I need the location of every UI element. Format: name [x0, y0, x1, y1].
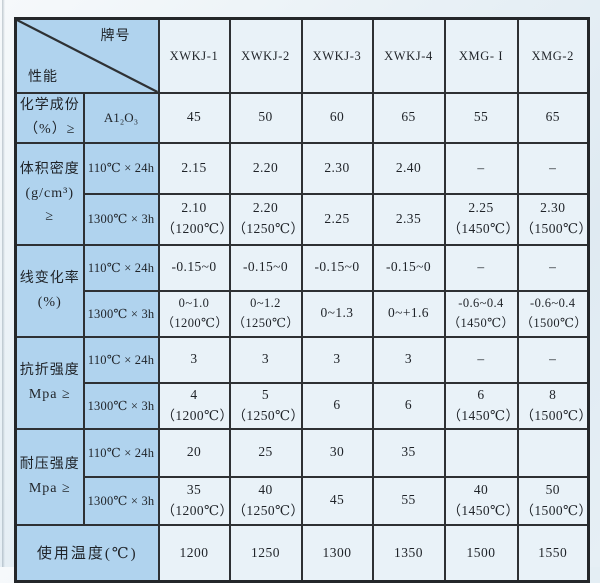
value-cell: 40 （1250℃） — [228, 475, 303, 526]
value-cell: – — [516, 141, 590, 195]
condition-label-1300c: 1300℃ × 3h — [82, 192, 160, 246]
corner-label-brand: 牌号 — [100, 29, 131, 44]
brand-header: XWKJ-3 — [300, 17, 374, 94]
condition-label-1300c: 1300℃ × 3h — [82, 289, 160, 338]
value-cell: 2.20 （1250℃） — [228, 192, 303, 246]
value-cell: 1500 — [443, 523, 519, 583]
condition-label-110c: 110℃ × 24h — [82, 335, 160, 384]
value-cell: 6 — [300, 381, 374, 430]
group-label-chemical: 化学成份 （%）≥ — [14, 92, 85, 144]
value-cell: 0~1.2 （1250℃） — [228, 289, 303, 338]
value-cell: -0.15~0 — [228, 243, 303, 292]
value-cell: 1550 — [516, 523, 590, 583]
value-cell: 30 — [300, 427, 374, 478]
header-row: 牌号 性能 XWKJ-1 XWKJ-2 XWKJ-3 XWKJ-4 XMG- I… — [14, 17, 590, 94]
scan-edge-artifact — [2, 0, 5, 567]
value-cell: 3 — [300, 335, 374, 384]
value-cell: 40 （1450℃） — [443, 475, 519, 526]
value-cell: 8 （1500℃） — [516, 381, 590, 430]
value-cell: 2.35 — [371, 192, 446, 246]
value-cell: 2.30 — [300, 141, 374, 195]
spec-table: 牌号 性能 XWKJ-1 XWKJ-2 XWKJ-3 XWKJ-4 XMG- I… — [14, 17, 590, 583]
value-cell: 60 — [300, 92, 374, 144]
diagonal-divider-line — [17, 20, 158, 92]
brand-header: XWKJ-4 — [371, 17, 446, 94]
corner-cell: 牌号 性能 — [14, 17, 160, 94]
value-cell: 2.20 — [228, 141, 303, 195]
value-cell: 2.30 （1500℃） — [516, 192, 590, 246]
value-cell: 2.25 （1450℃） — [443, 192, 519, 246]
value-cell: 65 — [371, 92, 446, 144]
flexural-strength-row-110: 抗折强度 Mpa ≥ 110℃ × 24h 3 3 3 3 – – — [14, 335, 590, 430]
value-cell: 6 — [371, 381, 446, 430]
value-cell: 1200 — [157, 523, 231, 583]
value-cell: 3 — [157, 335, 231, 384]
linear-change-row-1300: 1300℃ × 3h 0~1.0 （1200℃） 0~1.2 （1250℃） 0… — [16, 289, 590, 338]
condition-label-al2o3: A1₂O₃ — [82, 92, 160, 144]
value-cell: 4 （1200℃） — [157, 381, 231, 430]
value-cell: 1350 — [371, 523, 446, 583]
value-cell: 3 — [228, 335, 303, 384]
chemical-composition-row: 化学成份 （%）≥ A1₂O₃ 45 50 60 65 55 65 — [14, 92, 590, 144]
group-label-bulk-density: 体积密度 (g/cm³) ≥ — [14, 141, 85, 246]
condition-label-110c: 110℃ × 24h — [82, 141, 160, 195]
value-cell: 55 — [443, 92, 519, 144]
condition-label-1300c: 1300℃ × 3h — [82, 381, 160, 430]
value-cell: 50 （1500℃） — [516, 475, 590, 526]
value-cell: 3 — [371, 335, 446, 384]
linear-change-row-110: 线变化率 (%) 110℃ × 24h -0.15~0 -0.15~0 -0.1… — [14, 243, 590, 338]
compressive-strength-row-110: 耐压强度 Mpa ≥ 110℃ × 24h 20 25 30 35 — [14, 427, 590, 526]
value-cell: 2.25 — [300, 192, 374, 246]
value-cell: – — [516, 243, 590, 292]
value-cell: 2.15 — [157, 141, 231, 195]
value-cell: 55 — [371, 475, 446, 526]
value-cell: 0~1.0 （1200℃） — [157, 289, 231, 338]
brand-header: XWKJ-1 — [157, 17, 231, 94]
value-cell: 20 — [157, 427, 231, 478]
value-cell: – — [443, 335, 519, 384]
condition-label-1300c: 1300℃ × 3h — [82, 475, 160, 526]
bulk-density-row-110: 体积密度 (g/cm³) ≥ 110℃ × 24h 2.15 2.20 2.30… — [14, 141, 590, 246]
value-cell: 50 — [228, 92, 303, 144]
value-cell: 35 （1200℃） — [157, 475, 231, 526]
value-cell: -0.15~0 — [371, 243, 446, 292]
value-cell: -0.6~0.4 （1450℃） — [443, 289, 519, 338]
value-cell: -0.15~0 — [157, 243, 231, 292]
value-cell — [516, 427, 590, 478]
group-label-flexural-strength: 抗折强度 Mpa ≥ — [14, 335, 85, 430]
value-cell: – — [516, 335, 590, 384]
value-cell: 1250 — [228, 523, 303, 583]
compressive-strength-row-1300: 1300℃ × 3h 35 （1200℃） 40 （1250℃） 45 55 4… — [16, 475, 590, 526]
value-cell: 0~+1.6 — [371, 289, 446, 338]
value-cell: 25 — [228, 427, 303, 478]
brand-header: XMG-2 — [516, 17, 590, 94]
value-cell: 2.10 （1200℃） — [157, 192, 231, 246]
value-cell: 65 — [516, 92, 590, 144]
corner-label-property: 性能 — [28, 70, 58, 85]
value-cell: 0~1.3 — [300, 289, 374, 338]
flexural-strength-row-1300: 1300℃ × 3h 4 （1200℃） 5 （1250℃） 6 6 6 （14… — [16, 381, 590, 430]
brand-header: XWKJ-2 — [228, 17, 303, 94]
value-cell: 45 — [157, 92, 231, 144]
value-cell: 45 — [300, 475, 374, 526]
group-label-linear-change: 线变化率 (%) — [14, 243, 85, 338]
service-temperature-row: 使用温度(℃) 1200 1250 1300 1350 1500 1550 — [14, 523, 590, 583]
value-cell — [443, 427, 519, 478]
value-cell: – — [443, 141, 519, 195]
bulk-density-row-1300: 1300℃ × 3h 2.10 （1200℃） 2.20 （1250℃） 2.2… — [16, 192, 590, 246]
condition-label-110c: 110℃ × 24h — [82, 243, 160, 292]
value-cell: 6 （1450℃） — [443, 381, 519, 430]
value-cell: -0.6~0.4 （1500℃） — [516, 289, 590, 338]
value-cell: – — [443, 243, 519, 292]
value-cell: 1300 — [300, 523, 374, 583]
footer-label-service-temperature: 使用温度(℃) — [14, 523, 160, 583]
group-label-compressive-strength: 耐压强度 Mpa ≥ — [14, 427, 85, 526]
value-cell: -0.15~0 — [300, 243, 374, 292]
value-cell: 5 （1250℃） — [228, 381, 303, 430]
brand-header: XMG- I — [443, 17, 519, 94]
condition-label-110c: 110℃ × 24h — [82, 427, 160, 478]
value-cell: 2.40 — [371, 141, 446, 195]
value-cell: 35 — [371, 427, 446, 478]
